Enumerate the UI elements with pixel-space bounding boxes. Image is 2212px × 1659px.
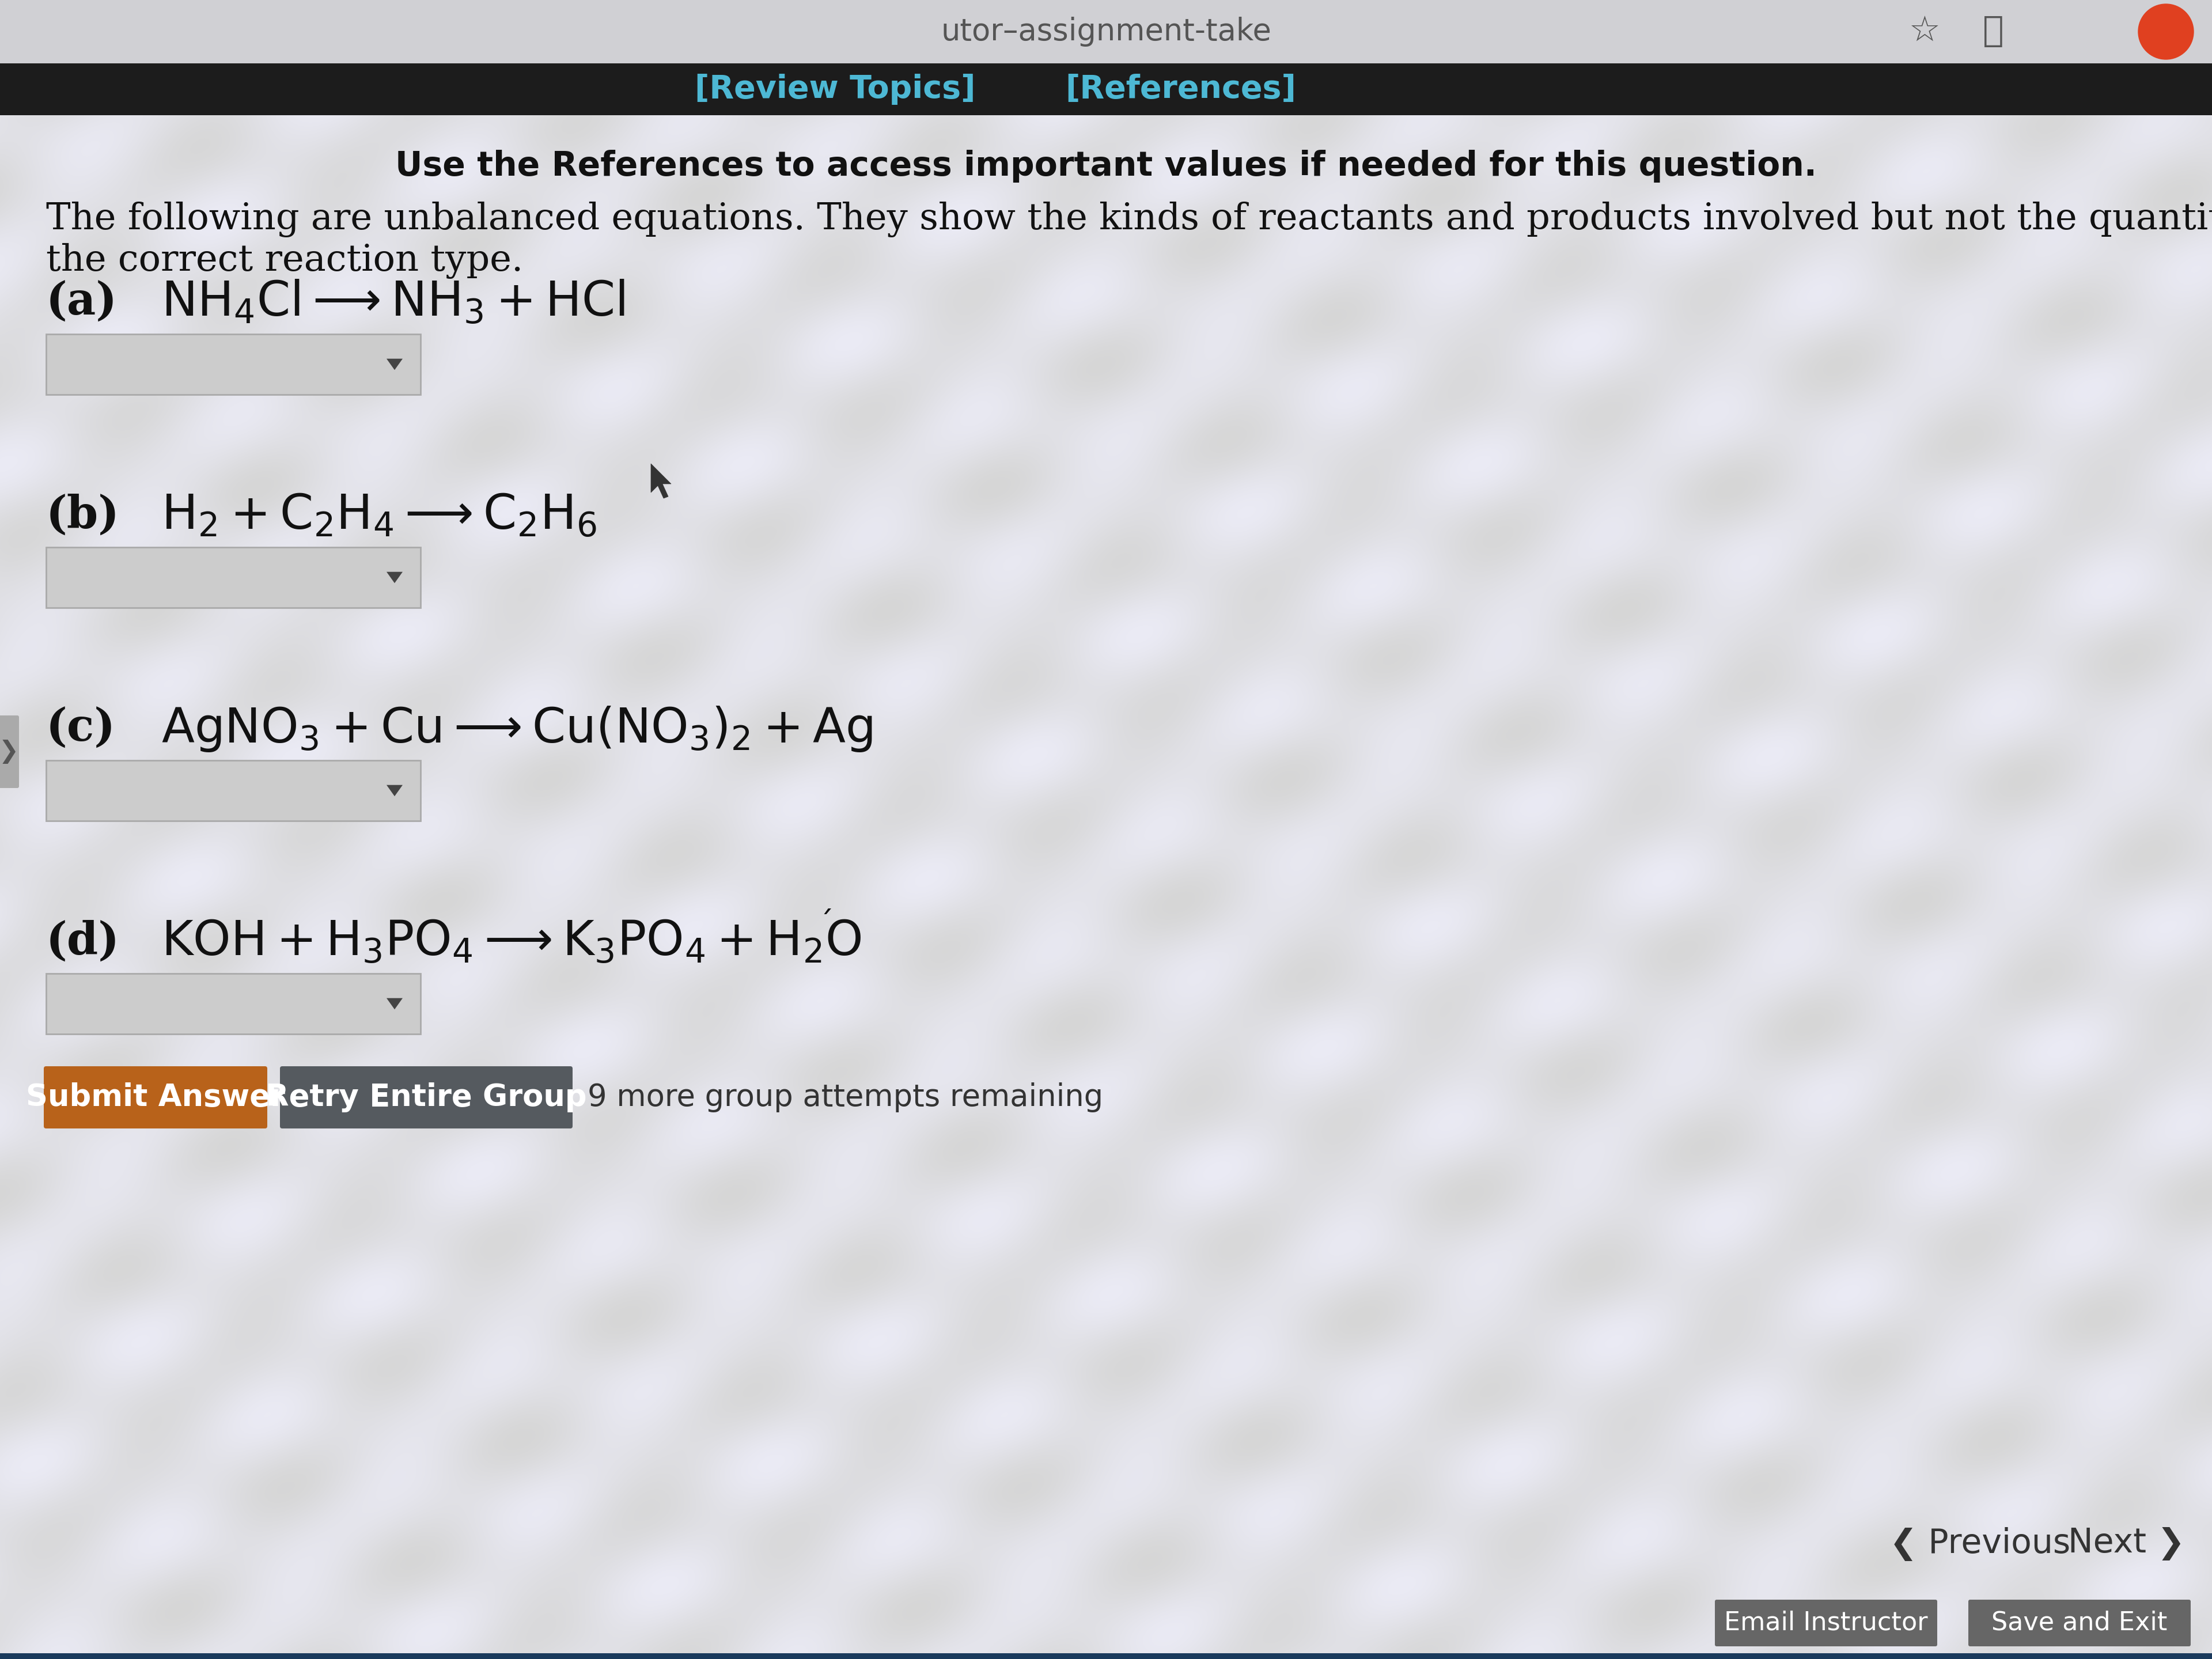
Text: Email Instructor: Email Instructor	[1723, 1611, 1929, 1636]
Text: [References]: [References]	[1066, 73, 1296, 105]
FancyBboxPatch shape	[1969, 1599, 2190, 1646]
FancyBboxPatch shape	[0, 715, 20, 788]
Text: ´: ´	[818, 909, 834, 939]
Text: utor–assignment-take: utor–assignment-take	[940, 17, 1272, 46]
Text: (c): (c)	[46, 707, 115, 750]
Text: ⛨: ⛨	[1982, 15, 2004, 48]
FancyBboxPatch shape	[0, 1654, 2212, 1659]
Text: $\mathrm{H_2 + C_2H_4} \longrightarrow \mathrm{C_2H_6}$: $\mathrm{H_2 + C_2H_4} \longrightarrow \…	[161, 493, 597, 539]
Text: (b): (b)	[46, 494, 119, 538]
Text: $\mathrm{NH_4Cl} \longrightarrow \mathrm{NH_3 + HCl}$: $\mathrm{NH_4Cl} \longrightarrow \mathrm…	[161, 279, 624, 327]
FancyBboxPatch shape	[46, 333, 420, 395]
Text: Submit Answer: Submit Answer	[27, 1082, 285, 1112]
Polygon shape	[387, 785, 403, 796]
Text: [Review Topics]: [Review Topics]	[695, 73, 975, 105]
Text: The following are unbalanced equations. They show the kinds of reactants and pro: The following are unbalanced equations. …	[46, 202, 2212, 237]
Polygon shape	[387, 572, 403, 582]
Text: Save and Exit: Save and Exit	[1991, 1611, 2168, 1636]
Text: ☆: ☆	[1909, 15, 1940, 48]
Text: $\mathrm{AgNO_3 + Cu} \longrightarrow \mathrm{Cu(NO_3)_2 + Ag}$: $\mathrm{AgNO_3 + Cu} \longrightarrow \m…	[161, 703, 874, 753]
Text: 9 more group attempts remaining: 9 more group attempts remaining	[588, 1082, 1104, 1112]
Text: (a): (a)	[46, 280, 117, 324]
FancyBboxPatch shape	[1714, 1599, 1938, 1646]
Text: the correct reaction type.: the correct reaction type.	[46, 244, 524, 279]
Circle shape	[2139, 3, 2194, 60]
FancyBboxPatch shape	[44, 1067, 268, 1128]
FancyBboxPatch shape	[0, 0, 2212, 63]
Text: Use the References to access important values if needed for this question.: Use the References to access important v…	[396, 149, 1816, 182]
Polygon shape	[650, 465, 670, 498]
Text: ❮ Previous: ❮ Previous	[1889, 1526, 2070, 1561]
FancyBboxPatch shape	[281, 1067, 573, 1128]
Text: (d): (d)	[46, 921, 119, 964]
Polygon shape	[387, 999, 403, 1009]
FancyBboxPatch shape	[46, 974, 420, 1034]
Text: Retry Entire Group: Retry Entire Group	[265, 1082, 586, 1112]
Text: $\mathrm{KOH + H_3PO_4} \longrightarrow \mathrm{K_3PO_4 + H_2O}$: $\mathrm{KOH + H_3PO_4} \longrightarrow …	[161, 917, 860, 966]
Text: Next ❯: Next ❯	[2068, 1526, 2185, 1561]
FancyBboxPatch shape	[46, 760, 420, 821]
FancyBboxPatch shape	[46, 547, 420, 607]
Polygon shape	[387, 358, 403, 370]
FancyBboxPatch shape	[0, 63, 2212, 114]
Text: ❯: ❯	[0, 740, 18, 763]
